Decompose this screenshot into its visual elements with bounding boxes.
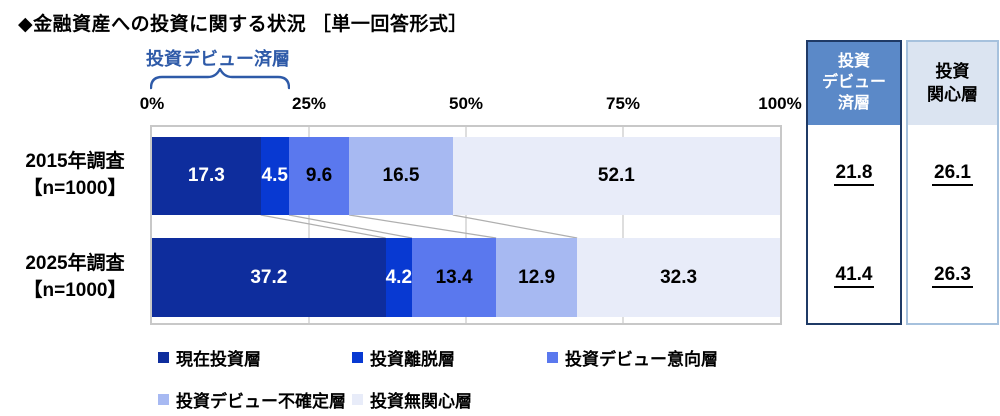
summary-column-header: 投資 デビュー 済層 — [808, 42, 900, 125]
summary-value: 21.8 — [808, 162, 900, 186]
x-axis-tick: 75% — [605, 94, 641, 113]
legend-item: 現在投資層 — [158, 346, 261, 369]
bar-value-label: 9.6 — [305, 165, 333, 186]
category-label: 2025年調査 【n=1000】 — [23, 253, 127, 301]
legend-label: 投資離脱層 — [370, 349, 455, 369]
summary-column: 投資 関心層 26.1 26.3 — [906, 40, 999, 325]
legend-label: 投資デビュー不確定層 — [176, 391, 346, 411]
summary-value: 26.3 — [908, 264, 997, 288]
page-title: ◆金融資産への投資に関する状況 ［単一回答形式］ — [18, 14, 468, 35]
bar-value-label: 12.9 — [518, 266, 556, 288]
category-label: 2015年調査 【n=1000】 — [23, 151, 127, 199]
bar-value-label: 4.2 — [385, 266, 413, 288]
summary-value: 26.1 — [908, 162, 997, 186]
bar-value-label: 4.5 — [261, 165, 288, 186]
bracket-brace — [150, 68, 290, 90]
bar-segment: 52.1 — [452, 137, 780, 215]
bar-row: 17.3 4.5 9.6 16.5 52.1 — [152, 137, 780, 215]
x-axis-tick: 25% — [291, 94, 327, 113]
bar-segment: 4.2 — [386, 238, 412, 317]
legend-swatch-icon — [352, 393, 363, 405]
legend-item: 投資デビュー意向層 — [547, 346, 718, 369]
bar-segment: 16.5 — [349, 137, 453, 215]
bracket-label: 投資デビュー済層 — [146, 49, 290, 69]
summary-column-header: 投資 関心層 — [908, 42, 997, 125]
bar-segment: 9.6 — [288, 137, 350, 215]
bar-value-label: 32.3 — [660, 266, 698, 288]
x-axis-tick: 50% — [448, 94, 484, 113]
legend-label: 現在投資層 — [176, 349, 261, 369]
summary-column: 投資 デビュー 済層 21.8 41.4 — [806, 40, 902, 325]
bar-segment: 12.9 — [496, 238, 578, 317]
legend-item: 投資無関心層 — [352, 388, 472, 411]
legend-swatch-icon — [158, 351, 169, 363]
bar-value-label: 13.4 — [435, 266, 473, 288]
bar-segment: 4.5 — [260, 137, 289, 215]
bar-value-label: 52.1 — [597, 165, 635, 186]
bar-value-label: 17.3 — [187, 165, 225, 186]
legend-item: 投資デビュー不確定層 — [158, 388, 346, 411]
legend-swatch-icon — [547, 351, 558, 363]
legend-swatch-icon — [158, 393, 169, 405]
bar-value-label: 37.2 — [250, 266, 288, 288]
bar-segment: 37.2 — [152, 238, 386, 317]
summary-value: 41.4 — [808, 264, 900, 288]
legend-swatch-icon — [352, 351, 363, 363]
legend-label: 投資デビュー意向層 — [565, 349, 718, 369]
bar-row: 37.2 4.2 13.4 12.9 32.3 — [152, 238, 780, 317]
bar-segment: 13.4 — [411, 238, 497, 317]
bar-value-label: 16.5 — [382, 165, 420, 186]
plot-area: 17.3 4.5 9.6 16.5 52.1 37.2 4.2 13.4 12.9 32.3 — [150, 125, 782, 325]
legend-item: 投資離脱層 — [352, 346, 455, 369]
legend-label: 投資無関心層 — [370, 391, 472, 411]
bar-segment: 32.3 — [577, 238, 780, 317]
bar-segment: 17.3 — [152, 137, 261, 215]
x-axis-tick: 100% — [758, 94, 802, 113]
x-axis-tick: 0% — [139, 94, 165, 113]
